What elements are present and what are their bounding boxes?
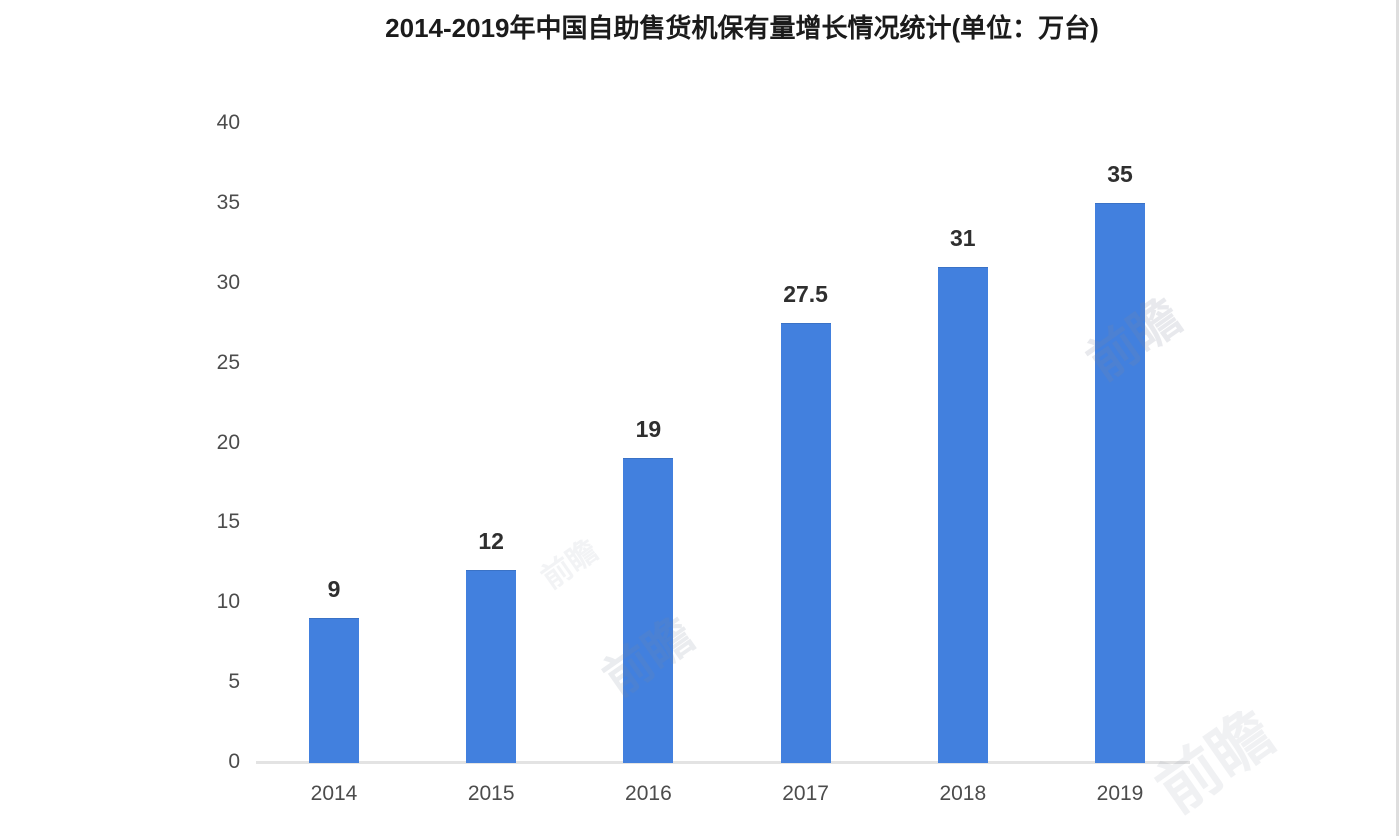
y-tick-label: 0 [228,750,240,773]
bar [309,618,359,763]
bar [1095,202,1145,763]
y-tick-label: 40 [216,111,240,134]
bar [466,570,517,763]
x-tick-label: 2018 [939,782,987,805]
bar [780,322,831,763]
chart-title: 2014-2019年中国自助售货机保有量增长情况统计(单位：万台) [385,13,1099,43]
y-tick-label: 10 [216,590,240,614]
x-tick-label: 2017 [782,782,829,805]
bar-value-label: 19 [635,416,662,443]
right-edge-line [1396,0,1399,836]
bar-value-label: 12 [478,528,504,555]
bar [623,458,674,763]
bar [937,266,988,763]
x-tick-label: 2014 [310,782,358,805]
y-tick-label: 25 [216,350,240,374]
y-tick-label: 20 [216,430,240,454]
bar-value-label: 35 [1107,160,1133,187]
y-tick-label: 5 [228,670,240,694]
x-tick-label: 2019 [1096,782,1144,805]
y-tick-label: 30 [216,270,240,294]
x-axis-line [256,761,1190,764]
x-tick-label: 2015 [467,782,515,805]
bar-value-label: 31 [950,224,976,251]
bar-value-label: 27.5 [783,280,828,307]
y-tick-label: 15 [216,510,240,534]
x-tick-label: 2016 [625,782,672,805]
bar-value-label: 9 [327,576,341,603]
y-tick-label: 35 [216,190,240,214]
